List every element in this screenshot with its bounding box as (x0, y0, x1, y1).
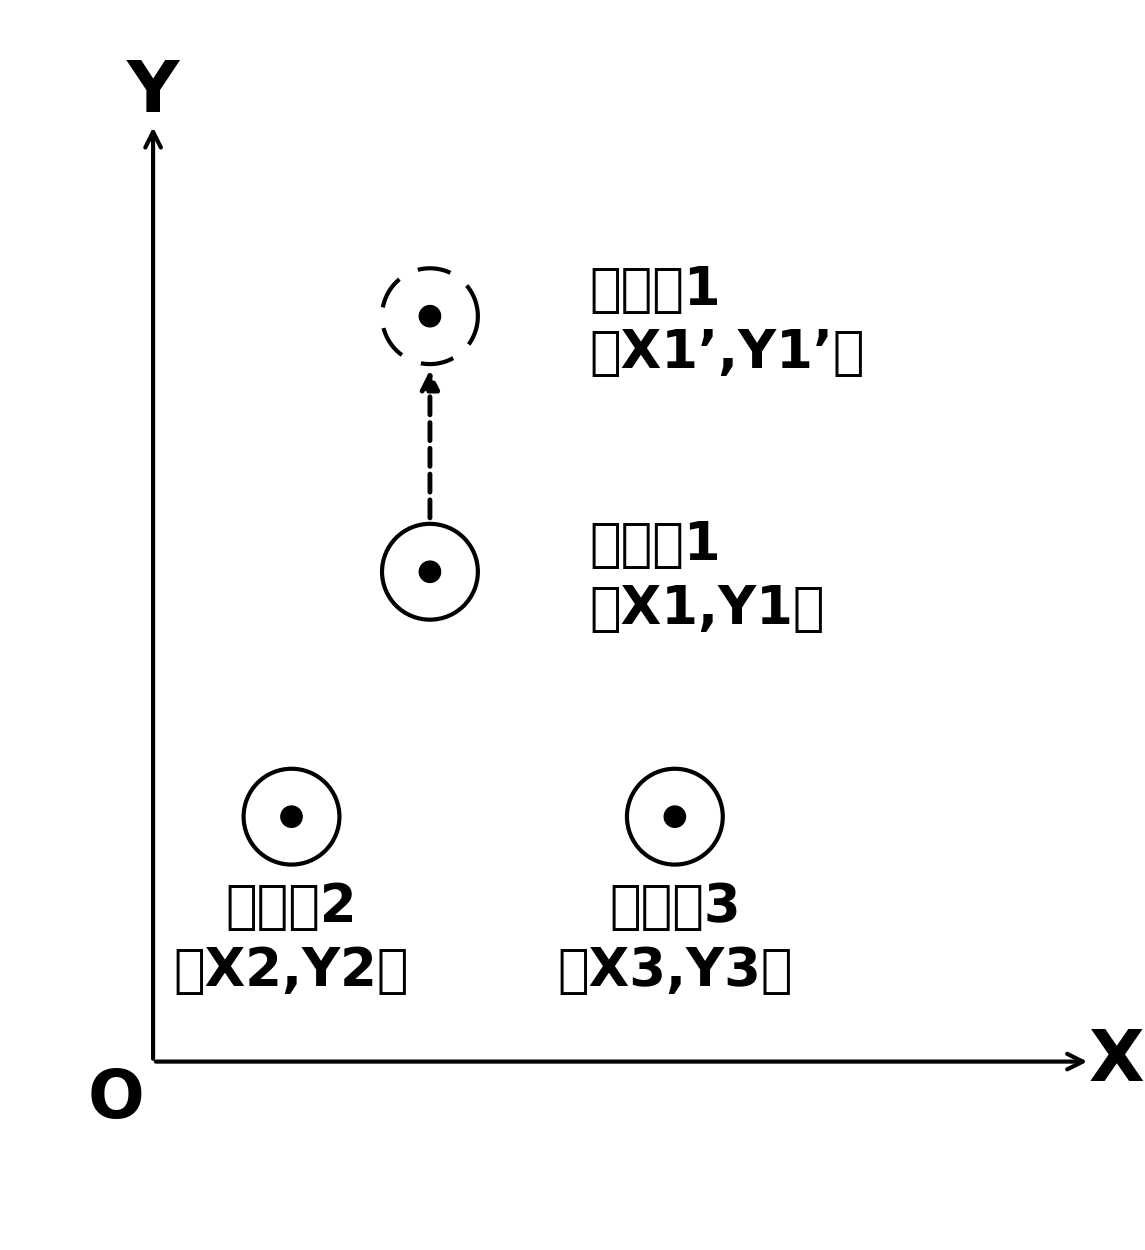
Text: X: X (1089, 1028, 1145, 1096)
Text: 参考点1: 参考点1 (590, 264, 721, 315)
Text: （X1’,Y1’）: （X1’,Y1’） (590, 328, 866, 380)
Circle shape (664, 806, 686, 828)
Text: 参考点1: 参考点1 (590, 519, 721, 571)
Text: （X2,Y2）: （X2,Y2） (174, 945, 409, 998)
Text: 参考点2: 参考点2 (226, 881, 357, 934)
Text: O: O (87, 1066, 144, 1131)
Circle shape (419, 561, 441, 582)
Circle shape (281, 806, 302, 828)
Text: （X3,Y3）: （X3,Y3） (558, 945, 792, 998)
Circle shape (419, 305, 441, 326)
Text: （X1,Y1）: （X1,Y1） (590, 582, 826, 635)
Text: 参考点3: 参考点3 (609, 881, 741, 934)
Text: Y: Y (127, 58, 180, 127)
